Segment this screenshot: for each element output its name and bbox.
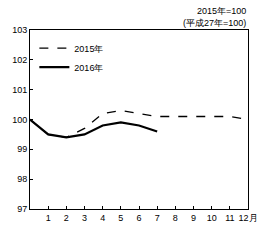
svg-text:1: 1: [46, 213, 51, 223]
svg-text:6: 6: [136, 213, 141, 223]
svg-text:2016年: 2016年: [74, 63, 103, 73]
svg-text:(平成27年=100): (平成27年=100): [183, 18, 246, 28]
svg-text:8: 8: [173, 213, 178, 223]
svg-text:103: 103: [12, 25, 27, 35]
svg-text:3: 3: [82, 213, 87, 223]
svg-text:4: 4: [100, 213, 105, 223]
svg-text:12月: 12月: [238, 213, 257, 223]
svg-text:102: 102: [12, 55, 27, 65]
svg-text:100: 100: [12, 115, 27, 125]
svg-text:11: 11: [225, 213, 234, 223]
svg-text:2015年=100: 2015年=100: [197, 6, 246, 16]
svg-text:9: 9: [191, 213, 196, 223]
svg-text:98: 98: [17, 174, 27, 184]
svg-text:97: 97: [17, 204, 27, 214]
svg-text:7: 7: [155, 213, 160, 223]
svg-text:2: 2: [64, 213, 69, 223]
svg-text:99: 99: [17, 144, 27, 154]
svg-text:2015年: 2015年: [74, 44, 103, 54]
svg-text:10: 10: [207, 213, 217, 223]
svg-text:101: 101: [12, 85, 27, 95]
svg-text:5: 5: [118, 213, 123, 223]
